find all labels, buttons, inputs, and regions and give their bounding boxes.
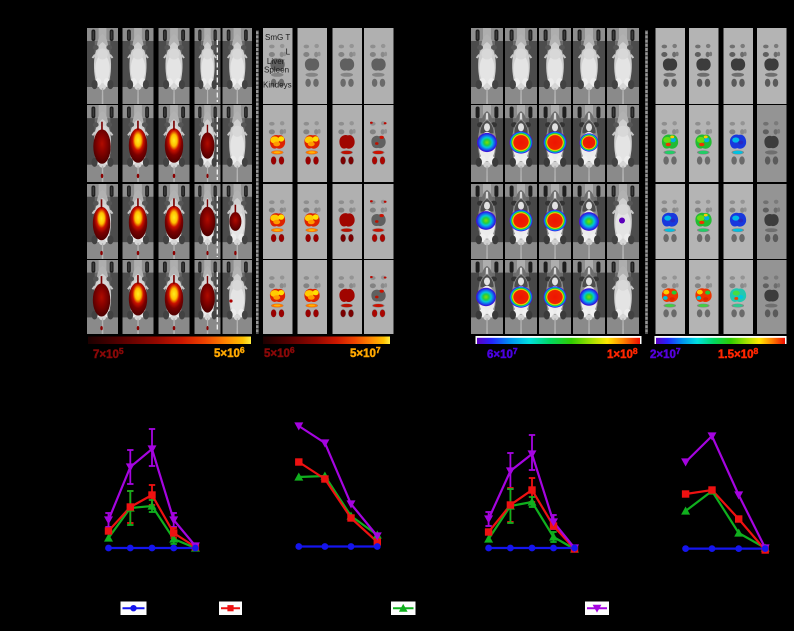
svg-text:1×108: 1×108 [607, 346, 638, 361]
svg-text:L: L [286, 47, 291, 56]
svg-text:5×106: 5×106 [264, 345, 295, 360]
svg-text:5×106: 5×106 [214, 345, 245, 360]
svg-text:6×107: 6×107 [487, 346, 518, 361]
svg-text:Spleen: Spleen [264, 65, 289, 74]
svg-text:1.5×108: 1.5×108 [718, 346, 759, 361]
svg-text:Liver: Liver [267, 57, 285, 66]
svg-text:7×105: 7×105 [93, 346, 124, 361]
svg-text:SmG T: SmG T [265, 33, 290, 42]
svg-text:5×107: 5×107 [350, 345, 381, 360]
svg-text:2×107: 2×107 [650, 346, 681, 361]
svg-text:Kindeys: Kindeys [263, 80, 292, 89]
